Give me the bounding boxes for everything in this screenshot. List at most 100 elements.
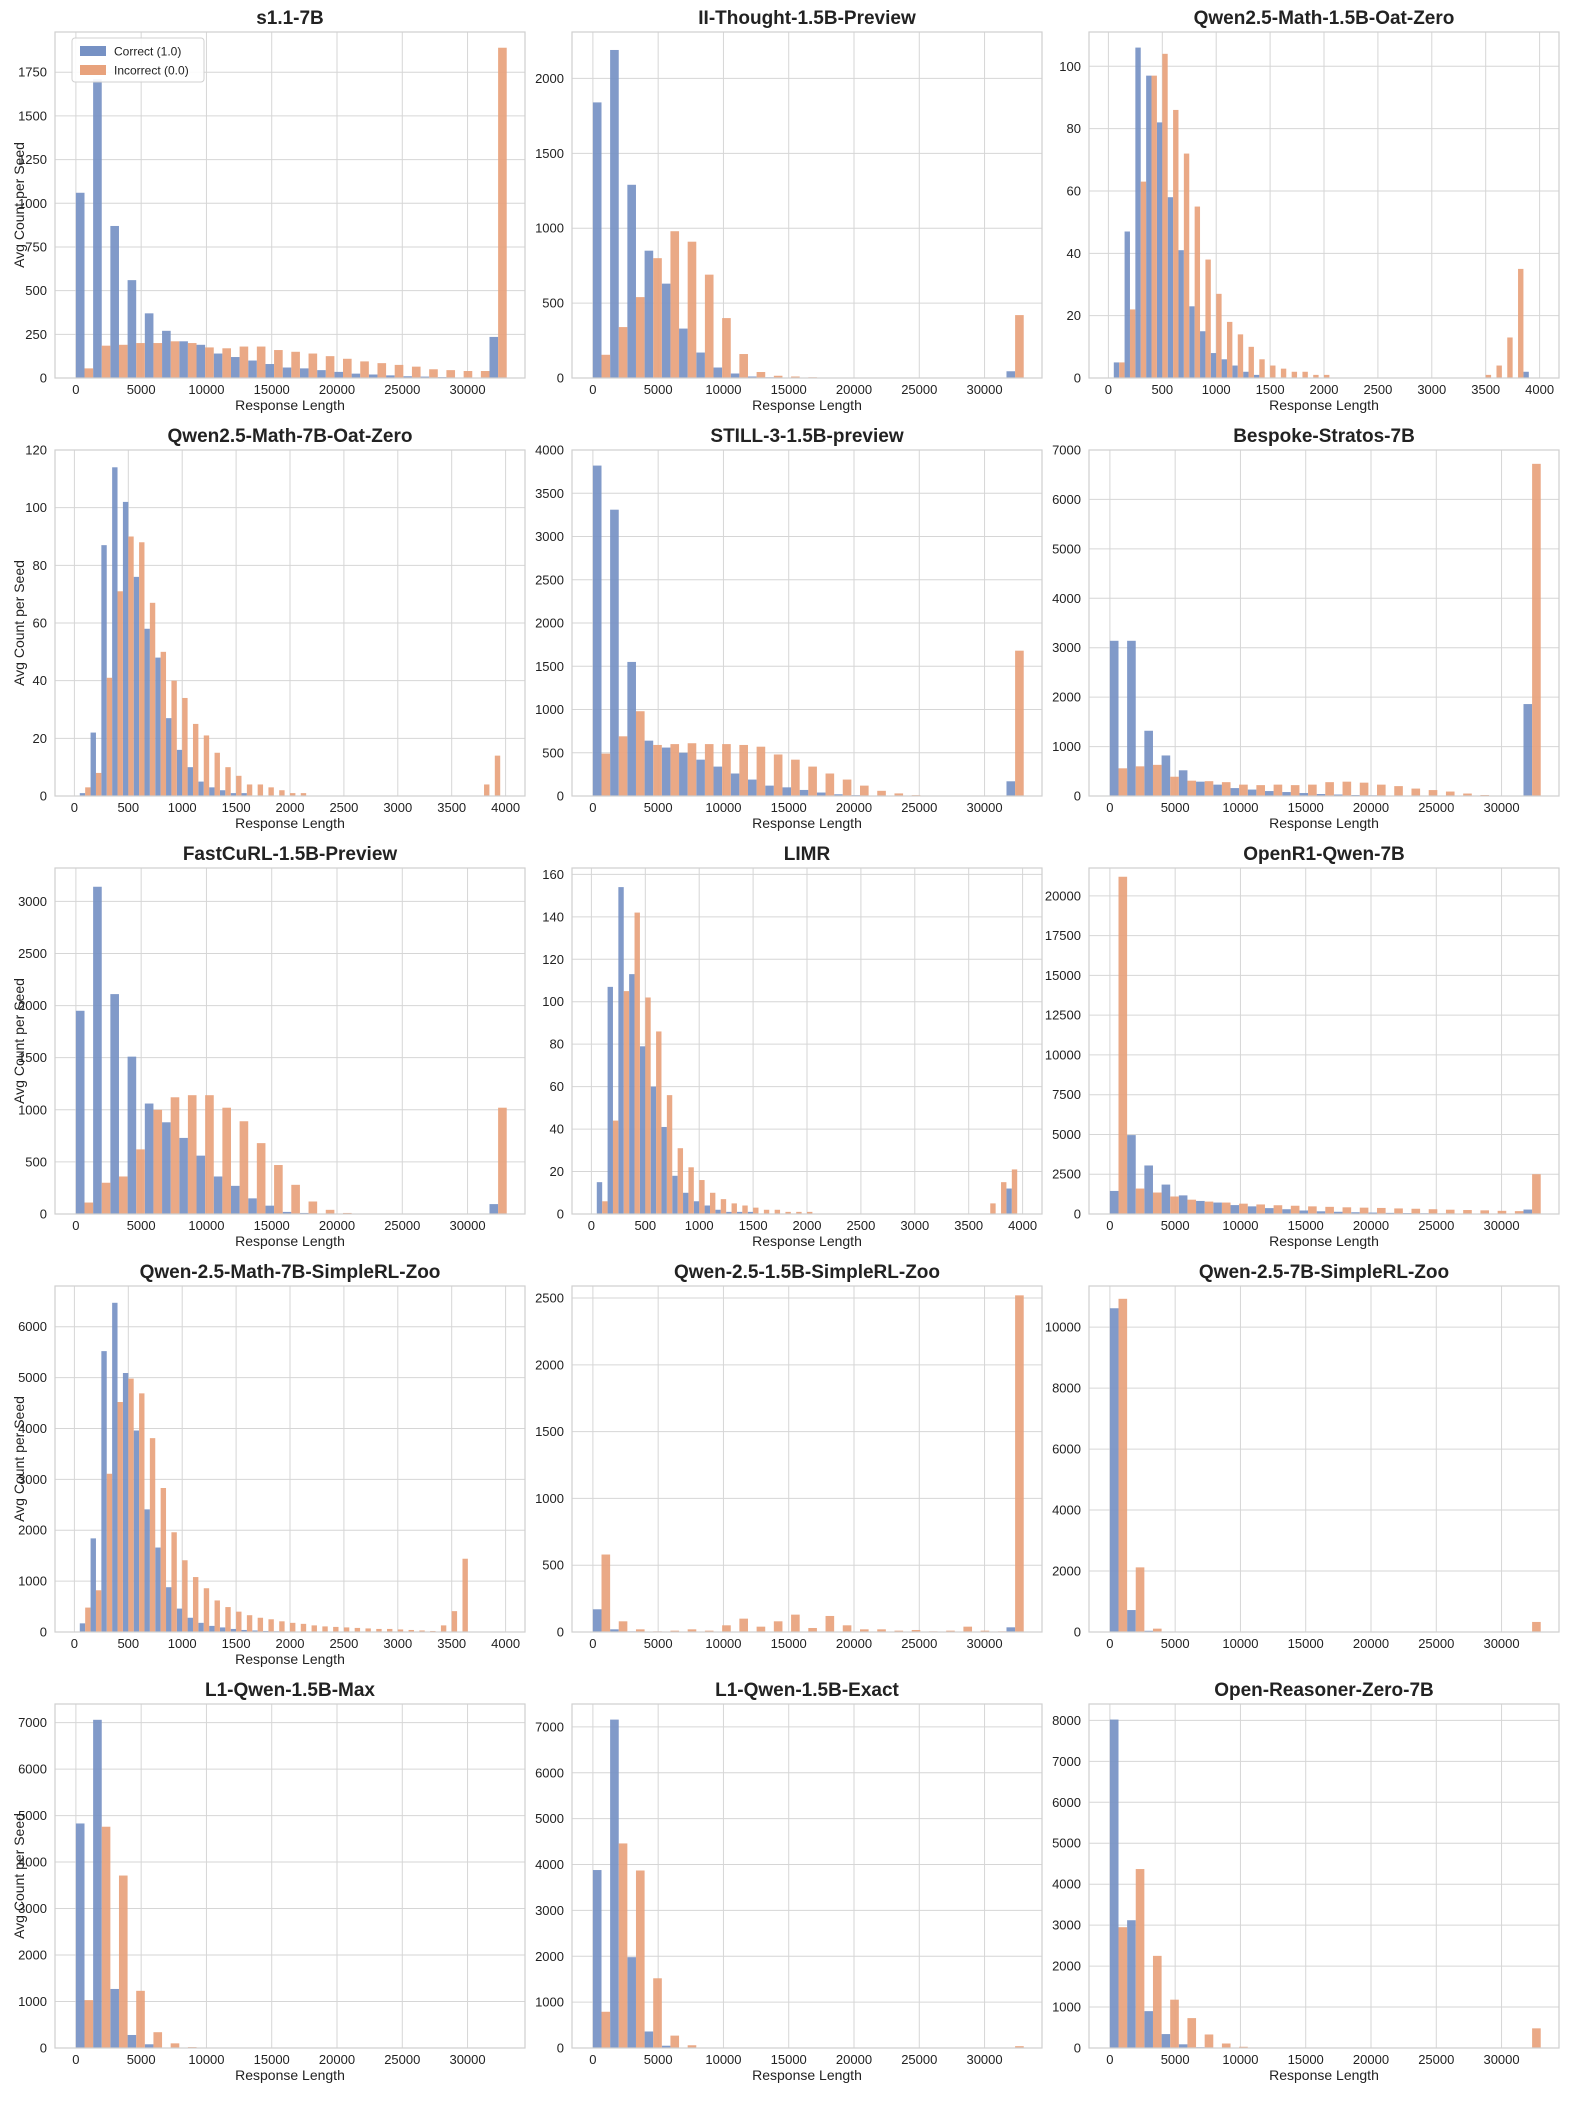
correct-bar bbox=[693, 1201, 700, 1214]
correct-bar bbox=[101, 545, 107, 796]
incorrect-bar bbox=[1463, 1210, 1472, 1214]
x-tick-label: 20000 bbox=[836, 2052, 872, 2067]
correct-bar bbox=[176, 749, 183, 796]
incorrect-bar bbox=[268, 1619, 274, 1632]
incorrect-bar bbox=[117, 1402, 123, 1632]
correct-bar bbox=[610, 1629, 619, 1632]
incorrect-bar bbox=[877, 790, 886, 796]
correct-bar bbox=[144, 1103, 154, 1214]
incorrect-bar bbox=[118, 1875, 128, 2048]
x-tick-label: 15000 bbox=[771, 1636, 807, 1651]
x-tick-label: 25000 bbox=[384, 382, 420, 397]
incorrect-bar bbox=[860, 785, 869, 796]
y-tick-label: 6000 bbox=[18, 1762, 47, 1777]
x-axis-label: Response Length bbox=[1269, 1233, 1379, 1249]
x-tick-label: 10000 bbox=[188, 2052, 224, 2067]
incorrect-bar bbox=[106, 1473, 113, 1632]
incorrect-bar bbox=[1342, 1207, 1352, 1214]
x-axis-label: Response Length bbox=[1269, 815, 1379, 831]
x-tick-label: 1500 bbox=[222, 1636, 251, 1651]
incorrect-bar bbox=[704, 1630, 714, 1632]
plot-frame bbox=[571, 31, 1043, 379]
correct-bar bbox=[683, 1192, 689, 1214]
subplot-title: Bespoke-Stratos-7B bbox=[1233, 426, 1415, 447]
correct-bar bbox=[144, 313, 154, 378]
incorrect-bar bbox=[612, 1120, 619, 1214]
correct-bar bbox=[75, 1010, 85, 1214]
incorrect-bar bbox=[763, 1209, 770, 1214]
x-tick-label: 2500 bbox=[329, 800, 358, 815]
x-tick-label: 25000 bbox=[1418, 1218, 1454, 1233]
incorrect-bar bbox=[1221, 1202, 1231, 1214]
x-tick-label: 25000 bbox=[1418, 1636, 1454, 1651]
incorrect-bar bbox=[791, 1614, 800, 1632]
incorrect-bar bbox=[494, 755, 501, 796]
x-tick-label: 20000 bbox=[1353, 800, 1389, 815]
incorrect-bar bbox=[95, 1590, 102, 1632]
correct-bar bbox=[618, 887, 624, 1214]
incorrect-bar bbox=[1237, 334, 1244, 378]
y-tick-label: 2000 bbox=[18, 998, 47, 1013]
plot-frame bbox=[1088, 31, 1560, 379]
incorrect-bar bbox=[377, 363, 387, 378]
x-tick-label: 25000 bbox=[901, 800, 937, 815]
y-axis-label: Avg Count per Seed bbox=[11, 142, 27, 268]
incorrect-bar bbox=[601, 2011, 611, 2048]
y-axis-label: Avg Count per Seed bbox=[11, 560, 27, 686]
correct-bar bbox=[489, 336, 499, 378]
y-tick-label: 0 bbox=[557, 371, 564, 386]
incorrect-bar bbox=[128, 1378, 134, 1632]
y-tick-label: 4000 bbox=[1052, 1877, 1081, 1892]
incorrect-bar bbox=[354, 1627, 361, 1632]
correct-bar bbox=[219, 1627, 226, 1632]
correct-bar bbox=[644, 2031, 654, 2048]
correct-bar bbox=[696, 352, 705, 378]
x-tick-label: 15000 bbox=[771, 800, 807, 815]
x-tick-label: 25000 bbox=[384, 2052, 420, 2067]
incorrect-bar bbox=[791, 759, 800, 796]
incorrect-bar bbox=[1135, 1567, 1145, 1632]
incorrect-bar bbox=[1118, 876, 1128, 1214]
y-tick-label: 500 bbox=[542, 296, 564, 311]
incorrect-bar bbox=[1140, 181, 1147, 378]
correct-bar bbox=[155, 657, 161, 796]
y-tick-label: 2000 bbox=[18, 1948, 47, 1963]
incorrect-bar bbox=[1152, 1628, 1162, 1632]
incorrect-bar bbox=[311, 1625, 317, 1632]
correct-bar bbox=[730, 773, 740, 796]
y-tick-label: 250 bbox=[25, 327, 47, 342]
correct-bar bbox=[1178, 770, 1188, 796]
incorrect-bar bbox=[1015, 2046, 1024, 2048]
incorrect-bar bbox=[182, 1560, 188, 1632]
correct-bar bbox=[696, 759, 705, 796]
y-tick-label: 100 bbox=[25, 500, 47, 515]
incorrect-bar bbox=[946, 1630, 955, 1632]
incorrect-bar bbox=[1411, 1208, 1421, 1214]
correct-bar bbox=[661, 1126, 667, 1214]
x-tick-label: 0 bbox=[588, 1218, 595, 1233]
x-tick-label: 4000 bbox=[1525, 382, 1554, 397]
y-tick-label: 80 bbox=[1067, 121, 1081, 136]
x-tick-label: 25000 bbox=[901, 1636, 937, 1651]
x-tick-label: 0 bbox=[1106, 2052, 1113, 2067]
x-tick-label: 30000 bbox=[966, 2052, 1002, 2067]
incorrect-bar bbox=[300, 793, 307, 796]
y-tick-label: 4000 bbox=[18, 1421, 47, 1436]
incorrect-bar bbox=[1532, 1621, 1541, 1632]
correct-bar bbox=[334, 371, 344, 378]
incorrect-bar bbox=[308, 353, 318, 378]
correct-bar bbox=[1127, 640, 1136, 796]
incorrect-bar bbox=[756, 746, 766, 796]
subplot-5: 0 5000 10000 15000 20000 25000 30000 0 1000 2000 3… bbox=[1052, 426, 1560, 831]
plot-frame bbox=[54, 31, 526, 379]
incorrect-bar bbox=[1170, 1999, 1179, 2048]
incorrect-bar bbox=[222, 1107, 231, 1214]
incorrect-bar bbox=[394, 364, 404, 378]
x-tick-label: 10000 bbox=[1222, 2052, 1258, 2067]
y-tick-label: 3500 bbox=[535, 486, 564, 501]
incorrect-bar bbox=[462, 1558, 468, 1632]
correct-bar bbox=[198, 781, 204, 796]
subplot-1: 0 5000 10000 15000 20000 25000 30000 0 500 1000 15… bbox=[535, 8, 1043, 413]
incorrect-bar bbox=[440, 1625, 447, 1632]
incorrect-bar bbox=[602, 1201, 608, 1214]
